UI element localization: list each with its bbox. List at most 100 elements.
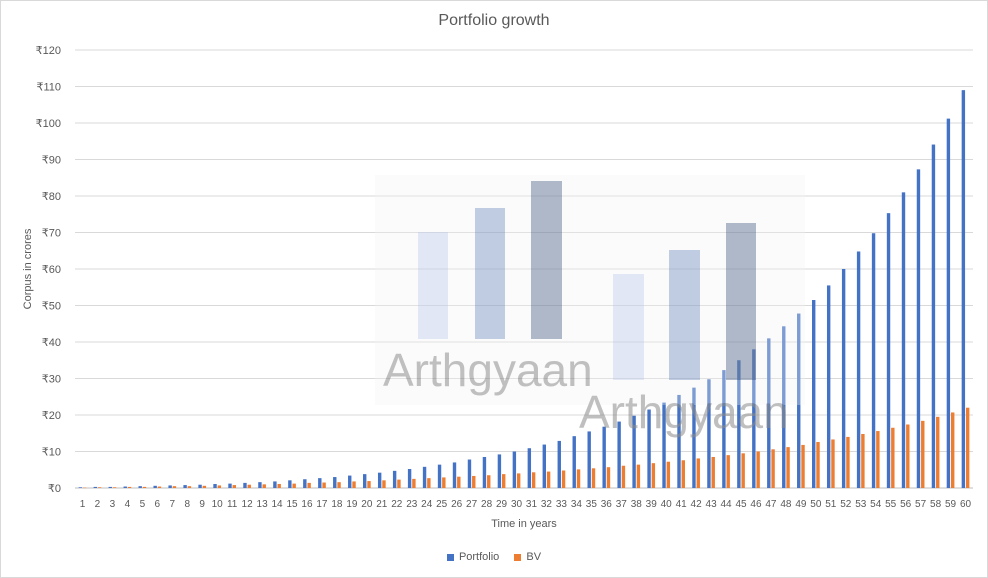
x-tick-label: 2 [95, 499, 101, 510]
legend-item-portfolio: Portfolio [446, 551, 500, 563]
bar-portfolio-year-26 [452, 462, 457, 488]
legend-label-portfolio: Portfolio [458, 551, 500, 563]
bar-portfolio-year-60 [961, 90, 966, 489]
bar-bv-year-36 [606, 467, 611, 488]
x-tick-label: 31 [526, 499, 538, 510]
legend-label-bv: BV [526, 551, 542, 563]
x-axis-label: Time in years [491, 518, 557, 530]
x-tick-label: 21 [376, 499, 388, 510]
bar-portfolio-year-27 [467, 459, 472, 488]
bar-portfolio-year-24 [422, 466, 427, 488]
bar-portfolio-year-42 [692, 387, 696, 488]
bar-portfolio-year-37 [617, 421, 621, 488]
bar-bv-year-40 [666, 461, 671, 488]
x-tick-label: 18 [331, 499, 343, 510]
x-tick-label: 17 [316, 499, 328, 510]
x-tick-label: 20 [361, 499, 373, 510]
bar-bv-year-50 [816, 442, 820, 488]
bar-portfolio-year-47 [767, 338, 771, 488]
bar-portfolio-year-44 [722, 370, 726, 488]
bar-bv-year-23 [412, 478, 416, 488]
x-tick-label: 8 [184, 499, 190, 510]
bar-bv-year-14 [277, 483, 281, 488]
x-tick-label: 5 [140, 499, 146, 510]
x-tick-label: 24 [421, 499, 433, 510]
legend-swatch-portfolio [446, 553, 454, 561]
bar-portfolio-year-56 [901, 192, 906, 488]
bar-portfolio-year-39 [647, 409, 651, 488]
y-tick-label: ₹10 [42, 447, 61, 459]
bar-portfolio-year-51 [826, 285, 831, 488]
bar-portfolio-year-38 [632, 415, 636, 488]
x-axis-ticks: 1 2 3 4 5 6 7 8 9 10 11 12 13 14 15 16 17 18 19 20 21 22 23 24 2… [80, 499, 972, 510]
bar-portfolio-year-19 [348, 475, 352, 488]
bar-portfolio-year-54 [871, 233, 876, 488]
x-tick-label: 1 [80, 499, 86, 510]
x-tick-label: 40 [661, 499, 673, 510]
bar-portfolio-year-4 [123, 486, 127, 488]
x-tick-label: 23 [406, 499, 418, 510]
bar-bv-year-59 [951, 412, 955, 488]
x-tick-label: 59 [945, 499, 957, 510]
bar-bv-year-57 [921, 420, 925, 488]
bar-bv-year-35 [591, 468, 596, 488]
bar-bv-year-45 [741, 453, 745, 488]
y-tick-label: ₹50 [42, 301, 61, 313]
bar-bv-year-53 [861, 433, 865, 488]
x-tick-label: 52 [840, 499, 852, 510]
bar-bv-year-55 [891, 427, 895, 488]
bar-bv-year-52 [846, 436, 850, 488]
x-tick-label: 28 [481, 499, 493, 510]
x-tick-label: 14 [271, 499, 283, 510]
bar-portfolio-year-17 [318, 478, 322, 488]
y-axis-ticks: ₹0 ₹10 ₹20 ₹30 ₹40 ₹50 ₹60 ₹70 ₹80 ₹90 ₹100 ₹110 ₹12… [36, 45, 61, 495]
bar-bv-year-25 [442, 477, 446, 488]
bar-bv-year-39 [651, 463, 656, 488]
bar-portfolio-year-41 [677, 394, 681, 488]
x-tick-label: 57 [915, 499, 927, 510]
x-tick-label: 58 [930, 499, 942, 510]
y-tick-label: ₹100 [36, 118, 61, 130]
bar-portfolio-year-18 [333, 477, 337, 488]
x-tick-label: 43 [706, 499, 718, 510]
bar-bv-year-3 [112, 487, 117, 488]
bar-portfolio-year-30 [512, 451, 517, 488]
y-tick-label: ₹70 [42, 228, 61, 240]
bar-portfolio-year-11 [228, 483, 232, 488]
bar-bv-year-21 [382, 480, 386, 488]
bar-portfolio-year-57 [916, 169, 921, 489]
bar-bv-year-18 [337, 482, 341, 488]
bar-bv-year-22 [397, 479, 401, 488]
x-tick-label: 47 [765, 499, 777, 510]
bar-bv-year-43 [711, 456, 715, 488]
legend: Portfolio BV [0, 551, 988, 563]
bar-bv-year-31 [531, 472, 536, 488]
bar-bv-year-8 [187, 486, 192, 488]
bar-portfolio-year-48 [782, 326, 786, 488]
x-tick-label: 50 [810, 499, 822, 510]
svg-text:Arthgyaan: Arthgyaan [579, 386, 789, 438]
bar-portfolio-year-28 [482, 456, 487, 488]
x-tick-label: 19 [346, 499, 358, 510]
legend-item-bv: BV [514, 551, 541, 563]
x-tick-label: 32 [541, 499, 553, 510]
bar-portfolio-year-33 [557, 440, 561, 488]
x-tick-label: 48 [780, 499, 792, 510]
bar-portfolio-year-36 [602, 426, 606, 488]
y-tick-label: ₹80 [42, 191, 61, 203]
bar-bv-year-42 [696, 458, 700, 488]
y-tick-label: ₹20 [42, 410, 61, 422]
bar-portfolio-year-25 [437, 464, 442, 488]
bar-portfolio-year-10 [213, 483, 217, 488]
x-tick-label: 7 [170, 499, 176, 510]
bars [78, 90, 970, 489]
gridlines [75, 49, 973, 489]
bar-bv-year-58 [936, 416, 940, 488]
bar-portfolio-year-7 [168, 485, 172, 488]
x-tick-label: 38 [631, 499, 643, 510]
bar-bv-year-1 [82, 487, 87, 489]
y-axis-label: Corpus in crores [22, 228, 34, 309]
x-tick-label: 33 [556, 499, 568, 510]
x-tick-label: 53 [855, 499, 867, 510]
x-tick-label: 37 [616, 499, 628, 510]
